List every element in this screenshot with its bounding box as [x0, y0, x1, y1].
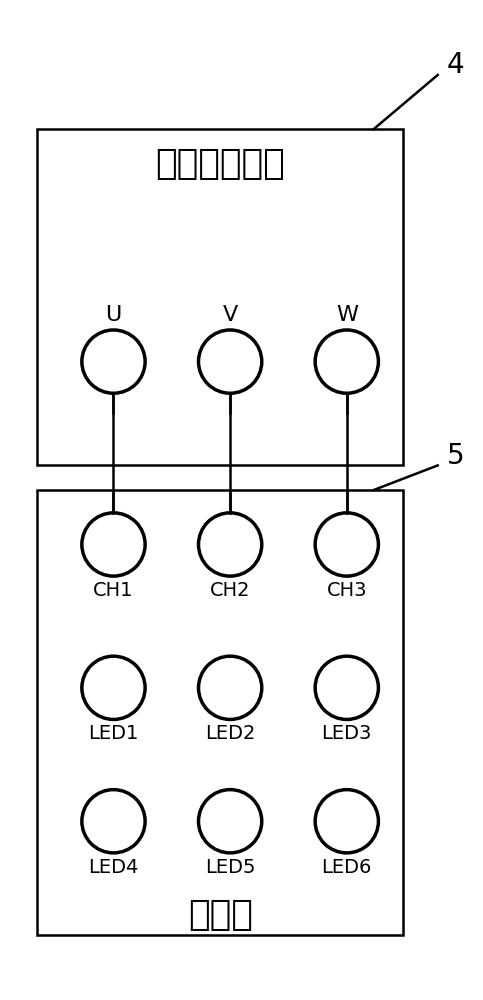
Text: CH3: CH3 — [327, 581, 367, 600]
Text: V: V — [223, 305, 238, 325]
Text: 4: 4 — [447, 51, 464, 79]
Text: 检测盒: 检测盒 — [188, 898, 253, 932]
Text: U: U — [105, 305, 122, 325]
Text: CH1: CH1 — [93, 581, 134, 600]
Circle shape — [82, 330, 145, 393]
Text: LED1: LED1 — [88, 724, 139, 743]
Text: LED2: LED2 — [205, 724, 256, 743]
Text: LED6: LED6 — [322, 858, 372, 877]
Circle shape — [82, 790, 145, 853]
Circle shape — [199, 656, 262, 719]
Text: W: W — [336, 305, 358, 325]
Text: 5: 5 — [447, 442, 464, 470]
Bar — [37, 129, 403, 465]
Circle shape — [315, 330, 378, 393]
Text: CH2: CH2 — [210, 581, 250, 600]
Text: 压缩机驱动器: 压缩机驱动器 — [156, 147, 285, 181]
Circle shape — [82, 656, 145, 719]
Circle shape — [82, 513, 145, 576]
Circle shape — [315, 513, 378, 576]
Circle shape — [199, 513, 262, 576]
Circle shape — [315, 656, 378, 719]
Circle shape — [199, 790, 262, 853]
Bar — [37, 490, 403, 935]
Circle shape — [315, 790, 378, 853]
Text: LED4: LED4 — [88, 858, 139, 877]
Text: LED3: LED3 — [322, 724, 372, 743]
Circle shape — [199, 330, 262, 393]
Text: LED5: LED5 — [205, 858, 256, 877]
